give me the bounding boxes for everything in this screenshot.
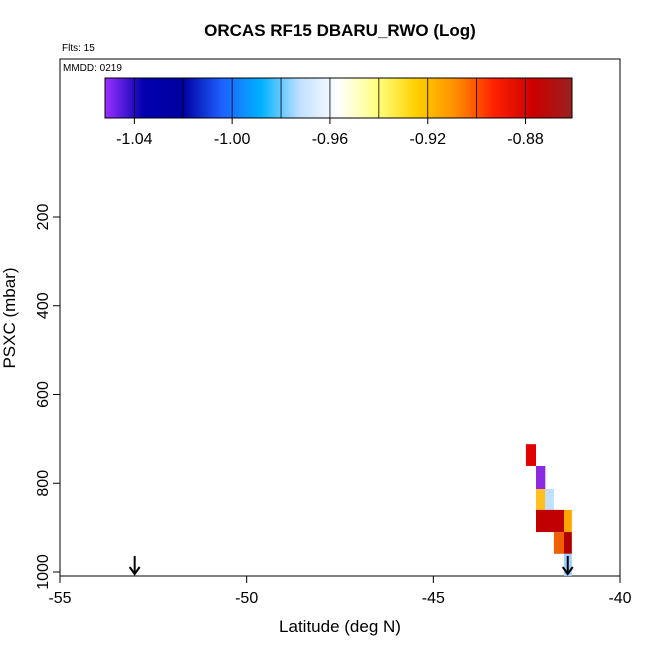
y-tick-label: 200 — [35, 204, 52, 231]
x-axis-label: Latitude (deg N) — [279, 617, 401, 636]
colorbar-tick-label: -0.96 — [312, 131, 349, 148]
flight-arrow — [128, 556, 141, 576]
data-cell — [536, 509, 564, 533]
data-cell — [536, 465, 546, 490]
y-tick-label: 400 — [35, 292, 52, 319]
chart-title: ORCAS RF15 DBARU_RWO (Log) — [204, 21, 476, 40]
colorbar-tick-label: -1.00 — [214, 131, 251, 148]
x-tick-label: -40 — [608, 590, 631, 607]
data-cell — [525, 444, 536, 466]
data-cell — [564, 532, 572, 554]
date-note: MMDD: 0219 — [63, 63, 122, 74]
x-tick-label: -50 — [235, 590, 258, 607]
x-tick-label: -45 — [422, 590, 445, 607]
data-cell — [545, 489, 554, 510]
colorbar-tick-label: -0.88 — [507, 131, 544, 148]
y-tick-label: 600 — [35, 381, 52, 408]
y-tick-label: 1000 — [35, 554, 52, 590]
data-cell — [536, 489, 546, 510]
colorbar-tick-label: -0.92 — [410, 131, 447, 148]
flight-arrow — [561, 556, 574, 576]
arrow-head — [128, 566, 141, 576]
colorbar-tick-label: -1.04 — [116, 131, 153, 148]
data-cell — [564, 509, 572, 533]
x-tick-label: -55 — [48, 590, 71, 607]
arrow-head — [561, 566, 574, 576]
y-tick-label: 800 — [35, 470, 52, 497]
data-cell — [553, 532, 564, 554]
flights-note: Flts: 15 — [62, 43, 95, 54]
colorbar — [104, 77, 573, 119]
plot-frame — [59, 58, 621, 577]
y-axis-label: PSXC (mbar) — [0, 267, 19, 368]
